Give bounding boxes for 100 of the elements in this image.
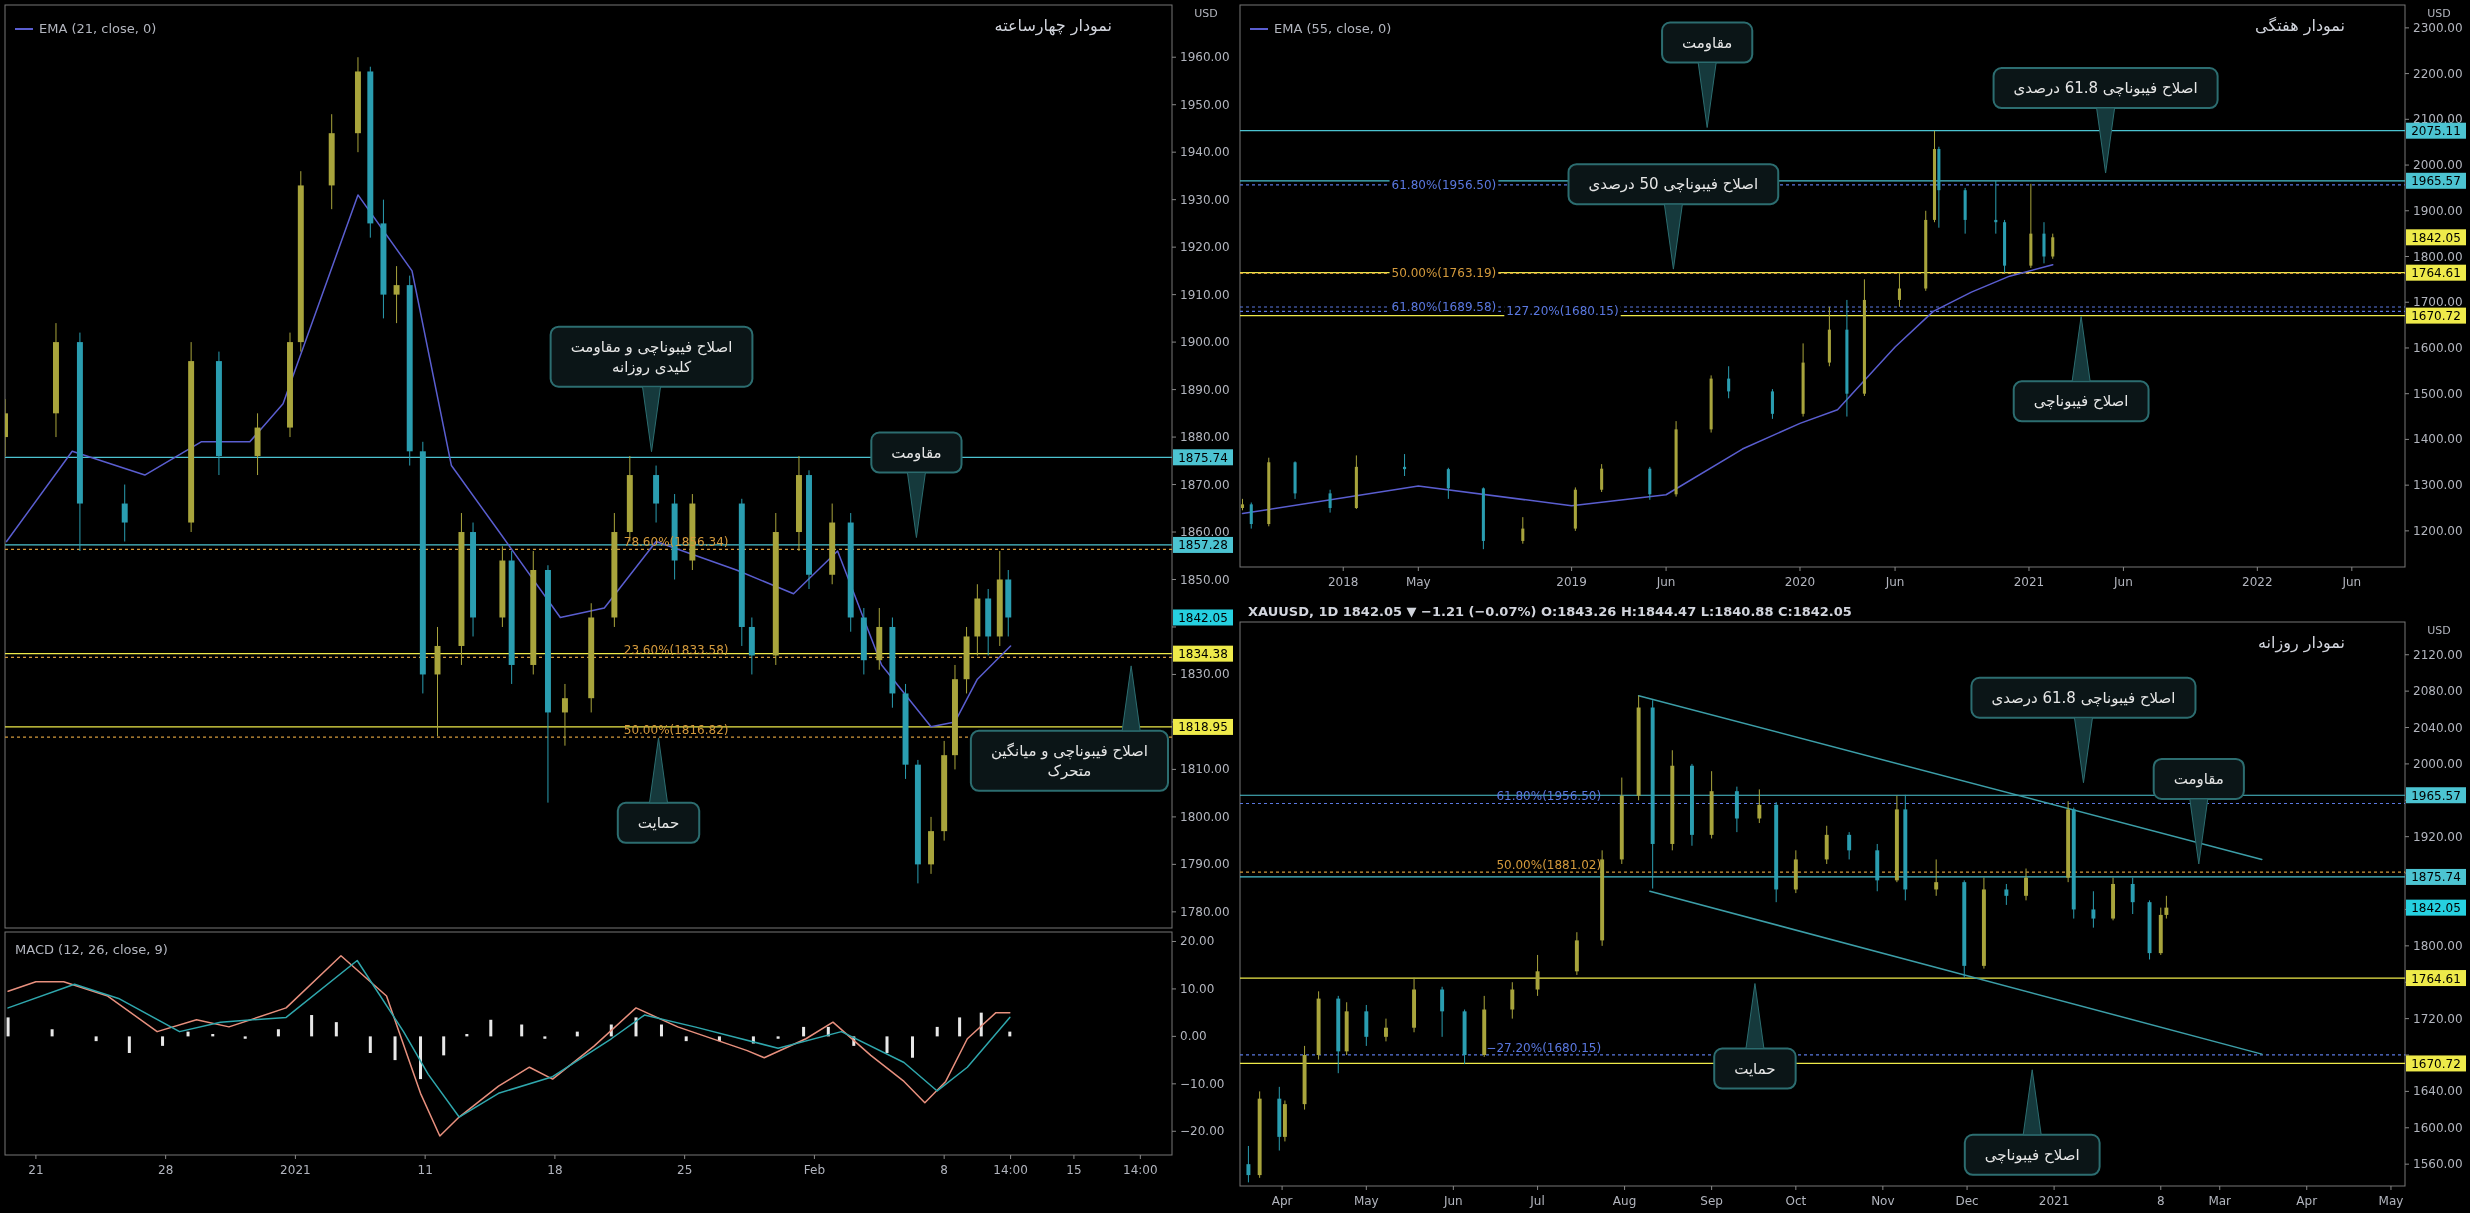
y-tick-label: 1560.00 — [2413, 1157, 2463, 1172]
bar — [94, 1036, 98, 1042]
candlestick — [1770, 388, 1774, 420]
bar — [776, 1036, 780, 1039]
annotation: اصلاح فیبوناچی — [2033, 392, 2129, 411]
candlestick — [1521, 516, 1525, 545]
x-tick-label: 21 — [28, 1163, 44, 1177]
x-tick-label: Jun — [1884, 575, 1905, 589]
ref-line-label: 2075.11 — [2411, 124, 2461, 139]
y-tick-label: 1940.00 — [1180, 145, 1230, 160]
y-tick-label: 2000.00 — [2413, 756, 2463, 771]
x-tick-label: 2018 — [1327, 575, 1359, 589]
y-tick-label: 2100.00 — [2413, 112, 2463, 127]
x-tick-label: Jun — [1442, 1194, 1463, 1208]
ref-line-label: 1875.74 — [1178, 450, 1228, 465]
x-tick-label: Jun — [2341, 575, 2362, 589]
y-axis-title: USD — [2427, 624, 2451, 637]
bar — [334, 1022, 338, 1037]
y-tick-label: 2300.00 — [2413, 20, 2463, 35]
candlestick — [1757, 788, 1762, 824]
ref-line-label: 1857.28 — [1178, 538, 1228, 553]
annotation: اصلاح فیبوناچی — [1984, 1145, 2080, 1164]
candlestick — [561, 683, 568, 747]
ref-line-label: 127.20%(1680.15) — [1506, 304, 1619, 319]
y-tick-label: 1800.00 — [2413, 249, 2463, 264]
ref-line-label: 1764.61 — [2411, 266, 2461, 281]
bar — [276, 1029, 280, 1037]
y-tick-label: 1960.00 — [1180, 50, 1230, 65]
bar — [161, 1036, 165, 1046]
bar — [684, 1036, 688, 1042]
ref-line-label: 61.80%(1689.58) — [1391, 300, 1497, 314]
x-tick-label: 2022 — [2242, 575, 2273, 589]
y-tick-label: 1920.00 — [2413, 829, 2463, 844]
y-tick-label: 1720.00 — [2413, 1011, 2463, 1026]
annotation: مقاومت — [1682, 33, 1733, 52]
candlestick — [1246, 1145, 1251, 1183]
ref-line-label: 1818.95 — [1178, 720, 1228, 735]
annotation: اصلاح فیبوناچی و میانگین متحرک — [990, 741, 1148, 780]
candlestick — [1535, 954, 1540, 997]
ref-line-label: 1875.74 — [2411, 870, 2461, 885]
y-tick-label: 1600.00 — [2413, 1120, 2463, 1135]
x-tick-label: Jun — [1655, 575, 1676, 589]
y-tick-label: 1300.00 — [2413, 478, 2463, 493]
candlestick — [1510, 981, 1515, 1020]
y-tick-label: 1500.00 — [2413, 386, 2463, 401]
y-tick-label: −10.00 — [1180, 1076, 1225, 1091]
annotation: مقاومت — [2173, 769, 2224, 788]
candlestick — [1600, 463, 1604, 493]
bar — [543, 1036, 547, 1039]
y-tick-label: 2040.00 — [2413, 720, 2463, 735]
x-tick-label: 8 — [940, 1163, 948, 1177]
text: 1842.05 — [2411, 901, 2461, 916]
bar — [911, 1036, 914, 1058]
ref-line-label: 50.00%(1881.02) — [1496, 858, 1602, 873]
y-tick-label: 1400.00 — [2413, 432, 2463, 447]
text: نمودار هفتگی — [2255, 16, 2345, 36]
y-tick-label: 1700.00 — [2413, 295, 2463, 310]
y-tick-label: 2080.00 — [2413, 684, 2463, 699]
y-tick-label: 1800.00 — [2413, 938, 2463, 953]
ref-line-label: −27.20%(1680.15) — [1486, 1040, 1602, 1055]
text: نمودار روزانه — [2257, 633, 2345, 653]
annotation: مقاومت — [891, 443, 942, 462]
y-tick-label: 1600.00 — [2413, 340, 2463, 355]
text: نمودار چهارساعته — [994, 16, 1112, 36]
bar — [6, 1017, 10, 1037]
candlestick — [1440, 986, 1445, 1038]
x-tick-label: Mar — [2208, 1194, 2232, 1208]
bar — [243, 1036, 247, 1039]
bar — [50, 1029, 54, 1037]
x-tick-label: Jul — [1529, 1194, 1545, 1208]
legend-label: EMA (21, close, 0) — [39, 21, 157, 36]
x-tick-label: Jun — [2113, 575, 2133, 589]
x-tick-label: 2021 — [2013, 575, 2045, 589]
x-tick-label: 2019 — [1556, 575, 1587, 589]
y-tick-label: 1200.00 — [2413, 523, 2463, 538]
candlestick — [393, 265, 400, 324]
x-tick-label: Feb — [803, 1163, 826, 1177]
candlestick — [2051, 233, 2055, 260]
candlestick — [2004, 883, 2009, 906]
candlestick — [1897, 272, 1901, 308]
y-tick-label: 1900.00 — [1180, 335, 1230, 350]
x-tick-label: 28 — [158, 1163, 174, 1177]
x-tick-label: 11 — [417, 1163, 433, 1177]
bar — [802, 1026, 806, 1037]
annotation: حمایت — [1734, 1059, 1776, 1078]
x-tick-label: May — [1353, 1194, 1379, 1208]
ref-line-label: 1965.57 — [2411, 174, 2461, 189]
x-tick-label: 2021 — [2038, 1194, 2070, 1208]
y-tick-label: 1810.00 — [1180, 762, 1230, 777]
y-tick-label: 0.00 — [1180, 1029, 1207, 1044]
x-tick-label: 25 — [677, 1163, 693, 1177]
x-tick-label: Nov — [1871, 1194, 1895, 1208]
text: MACD (12, 26, close, 9) — [15, 942, 168, 957]
legend-label: EMA (55, close, 0) — [1274, 21, 1392, 36]
x-tick-label: 14:00 — [1123, 1163, 1158, 1177]
y-tick-label: 1640.00 — [2413, 1084, 2463, 1099]
bar — [659, 1024, 663, 1037]
y-tick-label: 1950.00 — [1180, 97, 1230, 112]
x-tick-label: 15 — [1066, 1163, 1082, 1177]
y-tick-label: 1830.00 — [1180, 667, 1230, 682]
